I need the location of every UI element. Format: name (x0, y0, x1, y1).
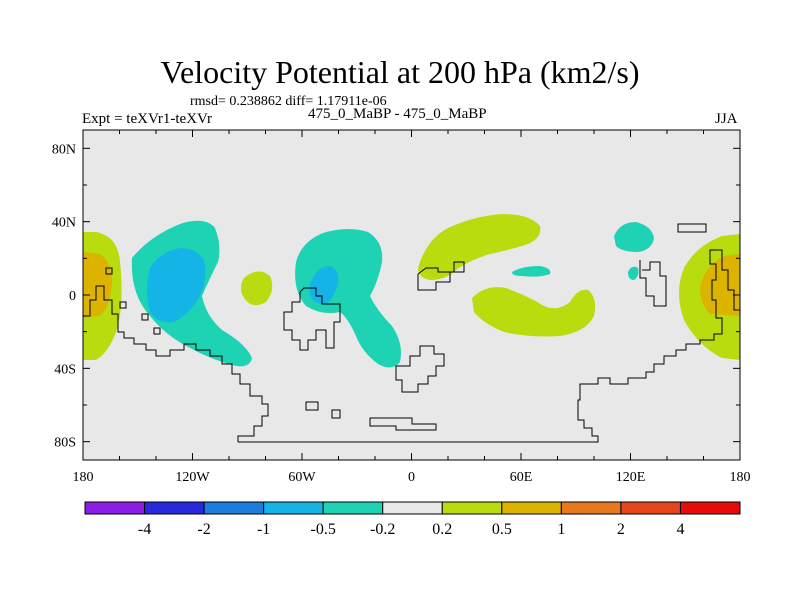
colorbar-label: 2 (617, 521, 625, 538)
colorbar-label: 0.2 (432, 521, 452, 538)
x-tick-label: 0 (408, 470, 415, 485)
y-tick-label: 80N (52, 142, 76, 157)
east-pacific-core (147, 248, 206, 323)
antarctica-coast (83, 285, 269, 442)
colorbar-swatch (263, 501, 324, 515)
y-tick-label: 40S (54, 362, 76, 377)
colorbar: -4 -2 -1 -0.5 -0.2 0.2 0.5 1 2 4 (84, 501, 741, 538)
colorbar-label: -0.5 (311, 521, 336, 538)
colorbar-label: -0.2 (370, 521, 395, 538)
indian-ocean-positive (472, 287, 596, 337)
asia-coast (639, 260, 667, 307)
east-asia-negative (614, 222, 654, 252)
season-label: JJA (715, 111, 738, 127)
x-tick-label: 60E (510, 470, 533, 485)
west-pacific-core (700, 254, 740, 316)
y-axis: 80N 40N 0 40S 80S (52, 142, 740, 451)
chart-title: Velocity Potential at 200 hPa (km2/s) (160, 54, 640, 90)
stats-label: rmsd= 0.238862 diff= 1.17911e-06 (190, 94, 387, 109)
colorbar-label: -4 (138, 521, 151, 538)
contour-fills (83, 214, 740, 368)
arabian-sea-negative (512, 266, 551, 277)
pacific-islands (105, 267, 161, 335)
colorbar-swatch (560, 501, 622, 515)
colorbar-label: 0.5 (492, 521, 512, 538)
x-tick-label: 120E (616, 470, 646, 485)
colorbar-swatch (322, 501, 384, 515)
y-tick-label: 0 (69, 289, 76, 304)
y-tick-label: 40N (52, 216, 76, 231)
colorbar-label: 4 (676, 521, 684, 538)
x-tick-label: 120W (175, 470, 210, 485)
colorbar-swatch (679, 501, 741, 515)
x-tick-label: 180 (730, 470, 751, 485)
colorbar-swatch (84, 501, 146, 515)
weddell-islands (305, 401, 437, 431)
west-antarctic-coast (238, 249, 740, 443)
coastlines (83, 223, 740, 443)
colorbar-label: -2 (197, 521, 210, 538)
south-china-sea-negative (628, 266, 639, 280)
east-pacific-positive-patch (241, 271, 273, 306)
south-america-core (309, 266, 339, 304)
south-america-negative (295, 229, 401, 368)
x-tick-label: 60W (288, 470, 316, 485)
colorbar-label: -1 (257, 521, 270, 538)
colorbar-label: 1 (557, 521, 565, 538)
colorbar-swatch (382, 501, 443, 515)
north-atlantic-positive (418, 214, 541, 280)
africa-coast (417, 261, 465, 291)
africa-south-coast (395, 345, 445, 393)
south-america-coast (283, 287, 341, 351)
experiment-label: Expt = teXVr1-teXVr (82, 111, 212, 127)
x-axis: 180 120W 60W 0 60E 120E 180 (73, 130, 751, 485)
colorbar-swatch (441, 501, 503, 515)
y-tick-label: 80S (54, 436, 76, 451)
colorbar-swatch (144, 501, 205, 515)
japan-coast (677, 223, 707, 233)
period-label: 475_0_MaBP - 475_0_MaBP (308, 106, 487, 122)
x-tick-label: 180 (73, 470, 94, 485)
colorbar-swatch (501, 501, 562, 515)
colorbar-swatch (203, 501, 265, 515)
colorbar-swatch (620, 501, 681, 515)
